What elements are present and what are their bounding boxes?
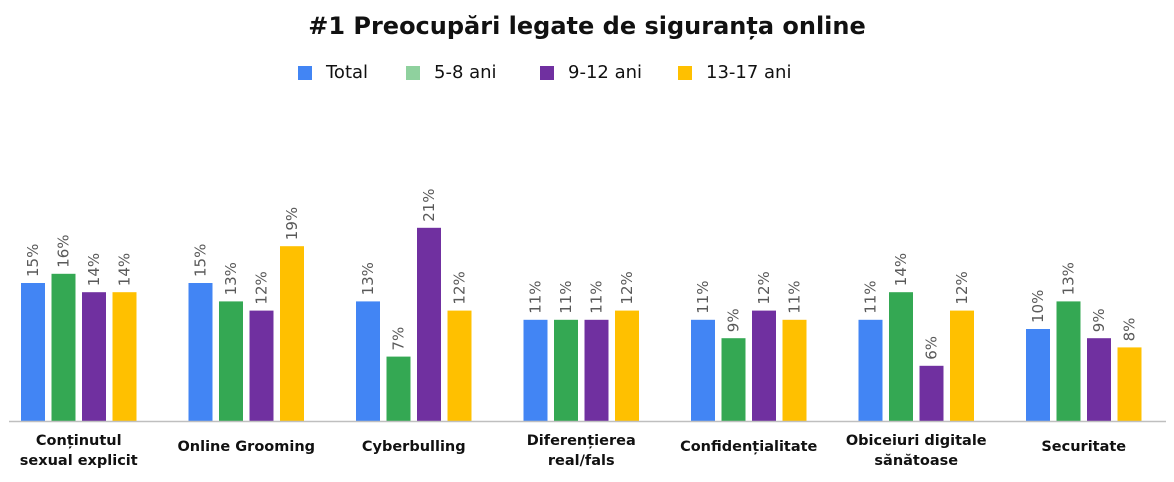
x-tick-label: Confidențialitate	[664, 437, 834, 457]
x-tick-label-line: Conținutul	[35, 433, 122, 449]
legend: Total 5-8 ani 9-12 ani 13-17 ani	[0, 62, 1174, 86]
x-tick-label-line: Confidențialitate	[680, 439, 818, 455]
legend-item: 5-8 ani	[406, 62, 497, 83]
bar	[1117, 347, 1142, 421]
x-tick-label: Cyberbulling	[329, 437, 499, 457]
x-tick-label-line: Obiceiuri digitale	[845, 433, 987, 449]
bar-value-label: 8%	[1121, 318, 1139, 342]
bar-value-label: 12%	[755, 271, 773, 304]
bar	[21, 283, 45, 421]
bar-value-label: 12%	[953, 271, 971, 304]
bar	[858, 319, 883, 421]
x-tick-label-line: Cyberbulling	[361, 439, 466, 455]
bar-value-label: 15%	[192, 244, 210, 277]
bar-value-label: 14%	[116, 253, 134, 286]
chart-title: #1 Preocupări legate de siguranța online	[308, 12, 866, 40]
bar-value-label: 16%	[55, 234, 73, 267]
bar-value-label: 13%	[359, 262, 377, 295]
bar	[188, 283, 213, 421]
bar-value-label: 11%	[588, 280, 606, 313]
bar-value-label: 14%	[85, 253, 103, 286]
x-tick-label: Online Grooming	[161, 437, 331, 457]
bar-value-label: 14%	[892, 253, 910, 286]
legend-label: Total	[326, 62, 369, 83]
x-tick-label: Securitate	[999, 437, 1169, 457]
bar-value-label: 11%	[862, 280, 880, 313]
bar	[356, 301, 380, 421]
bar	[889, 292, 913, 421]
bar	[386, 356, 411, 421]
bar	[112, 292, 137, 421]
legend-label: 13-17 ani	[706, 62, 792, 83]
bar	[782, 319, 807, 421]
legend-swatch	[540, 65, 554, 80]
legend-item: 9-12 ani	[540, 62, 642, 83]
legend-swatch	[678, 65, 692, 80]
bar-value-label: 11%	[557, 280, 575, 313]
bar	[584, 319, 609, 421]
bar-value-label: 12%	[618, 271, 636, 304]
bar	[950, 310, 974, 421]
bar	[554, 319, 578, 421]
legend-label: 5-8 ani	[434, 62, 497, 83]
legend-item: Total	[298, 62, 368, 83]
x-tick-label-line: Diferențierea	[526, 433, 636, 449]
legend-swatch	[298, 65, 312, 80]
bar-value-label: 9%	[725, 308, 743, 332]
legend-label: 9-12 ani	[568, 62, 643, 83]
bar-value-label: 12%	[253, 271, 271, 304]
bar	[523, 319, 548, 421]
bar	[219, 301, 243, 421]
bar	[249, 310, 274, 421]
bar	[752, 310, 776, 421]
legend-item: 13-17 ani	[678, 62, 791, 83]
bar-value-label: 10%	[1029, 290, 1047, 323]
bar	[721, 338, 746, 421]
bar-value-label: 6%	[923, 336, 941, 360]
bar-value-label: 21%	[420, 188, 438, 221]
x-tick-label-line: sănătoase	[874, 453, 959, 469]
x-tick-label-line: Online Grooming	[177, 439, 316, 455]
bar-value-label: 11%	[786, 280, 804, 313]
bar	[51, 273, 76, 421]
bar-value-label: 13%	[1060, 262, 1078, 295]
bar	[447, 310, 472, 421]
x-tick-label-line: sexual explicit	[19, 453, 138, 469]
x-tick-label: Conținutul sexual explicit	[0, 431, 164, 471]
bar-value-label: 11%	[527, 280, 545, 313]
legend-swatch	[406, 65, 420, 80]
x-tick-label-line: real/fals	[547, 453, 615, 469]
bar	[82, 292, 106, 421]
bar-value-label: 9%	[1090, 308, 1108, 332]
bar	[1087, 338, 1111, 421]
bar	[615, 310, 639, 421]
bar	[1056, 301, 1081, 421]
bar	[691, 319, 715, 421]
bar-value-label: 7%	[390, 327, 408, 351]
bar-value-label: 15%	[24, 244, 42, 277]
bar	[919, 365, 944, 421]
bar-value-label: 11%	[694, 280, 712, 313]
x-tick-label-line: Securitate	[1041, 439, 1127, 455]
bar	[280, 246, 304, 421]
x-tick-label: Obiceiuri digitale sănătoase	[831, 431, 1001, 471]
bar	[417, 227, 441, 421]
bar-value-label: 19%	[283, 207, 301, 240]
bar	[1026, 329, 1050, 421]
bar-value-label: 12%	[451, 271, 469, 304]
bar-value-label: 13%	[222, 262, 240, 295]
x-tick-label: Diferențierea real/fals	[496, 431, 666, 471]
